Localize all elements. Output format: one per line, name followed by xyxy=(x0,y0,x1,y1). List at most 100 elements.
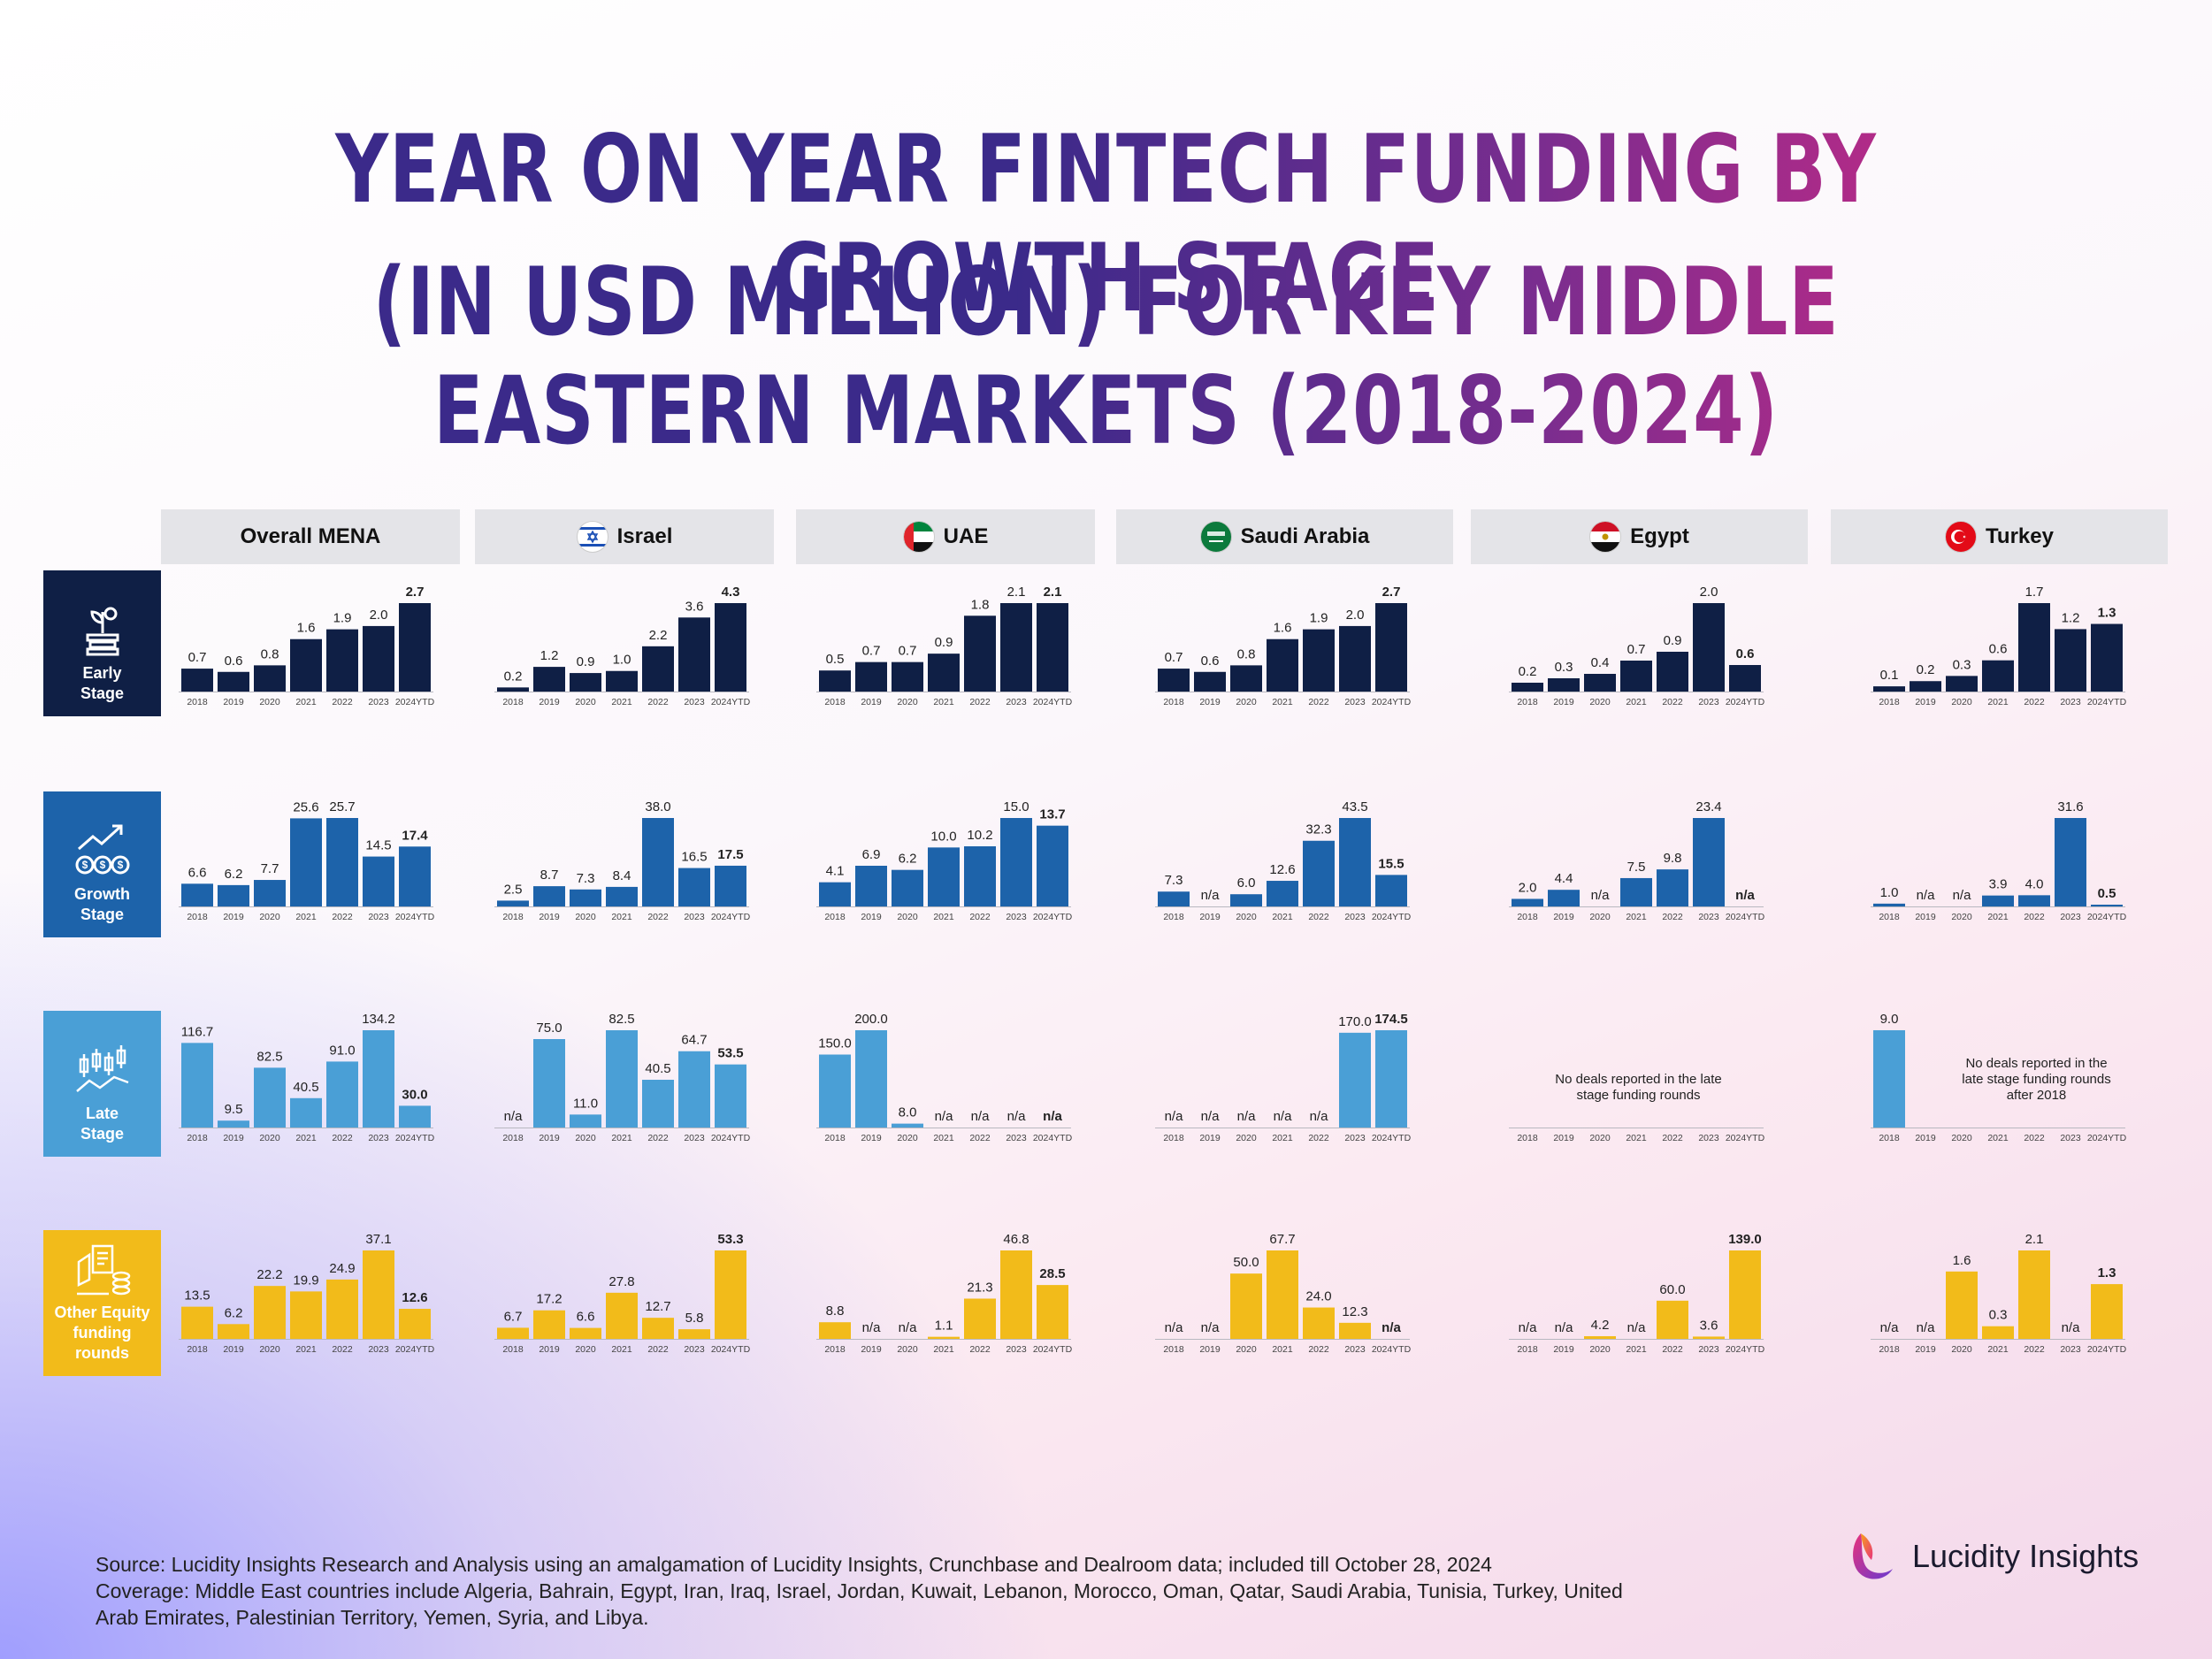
data-label: 23.4 xyxy=(1695,799,1721,814)
bar-2021 xyxy=(290,1097,322,1128)
tick-label: 2018 xyxy=(187,1344,208,1355)
data-label: 11.0 xyxy=(573,1096,598,1111)
tick-label: 2019 xyxy=(539,1344,560,1355)
data-label: 12.3 xyxy=(1342,1304,1367,1319)
data-label: 1.2 xyxy=(540,648,559,663)
data-label: n/a xyxy=(1201,888,1221,903)
bar-2018 xyxy=(819,882,851,906)
data-label: n/a xyxy=(971,1109,991,1124)
tick-label: 2018 xyxy=(1163,1133,1184,1143)
data-label: 82.5 xyxy=(608,1012,634,1027)
tick-label: 2024YTD xyxy=(1726,1133,1765,1143)
turkey-flag-icon xyxy=(1945,521,1978,553)
bar-2019 xyxy=(533,886,565,906)
tick-label: 2020 xyxy=(259,1133,280,1143)
tick-label: 2023 xyxy=(1698,697,1719,707)
data-label: 4.0 xyxy=(2025,876,2044,891)
bar-2023 xyxy=(678,617,710,692)
bar-2018 xyxy=(1158,891,1190,906)
bar-2019 xyxy=(1548,890,1580,906)
tick-label: 2024YTD xyxy=(711,1133,751,1143)
bar-2018 xyxy=(181,883,213,906)
data-label: 0.7 xyxy=(899,644,917,659)
tick-label: 2019 xyxy=(1553,912,1574,922)
bar-2023 xyxy=(678,868,710,906)
data-label: 53.5 xyxy=(717,1046,743,1061)
svg-text:$: $ xyxy=(99,859,105,871)
tick-label: 2021 xyxy=(295,1344,317,1355)
tick-label: 2020 xyxy=(259,697,280,707)
bar-2024YTD xyxy=(399,1309,431,1339)
data-label: 17.2 xyxy=(536,1292,562,1307)
data-label: n/a xyxy=(1310,1109,1329,1124)
data-label: 1.7 xyxy=(2025,585,2044,600)
tick-label: 2021 xyxy=(933,1133,954,1143)
data-label: 50.0 xyxy=(1233,1255,1259,1270)
data-label: 9.5 xyxy=(225,1102,243,1117)
no-deals-note: after 2018 xyxy=(2007,1088,2067,1103)
bar-2024YTD xyxy=(715,1064,746,1128)
tick-label: 2023 xyxy=(1344,697,1366,707)
tick-label: 2022 xyxy=(969,1133,991,1143)
tick-label: 2019 xyxy=(223,912,244,922)
bar-2023 xyxy=(2055,629,2086,692)
tick-label: 2023 xyxy=(2060,697,2081,707)
bar-2024YTD xyxy=(1037,603,1068,692)
data-label: 8.4 xyxy=(613,868,631,883)
bar-2024YTD xyxy=(399,603,431,692)
bar-2020 xyxy=(570,1114,601,1128)
data-label: 2.7 xyxy=(1382,585,1401,600)
data-label: 6.9 xyxy=(862,847,881,862)
bar-2023 xyxy=(363,1030,394,1128)
data-label: 2.5 xyxy=(504,882,523,897)
bar-2022 xyxy=(964,615,996,692)
bar-2021 xyxy=(606,1030,638,1128)
data-label: 0.5 xyxy=(826,652,845,667)
data-label: 5.8 xyxy=(685,1311,704,1326)
data-label: 46.8 xyxy=(1003,1232,1029,1247)
data-label: 64.7 xyxy=(681,1033,707,1048)
bar-2021 xyxy=(290,638,322,692)
bar-2024YTD xyxy=(1375,875,1407,906)
egypt-flag-icon xyxy=(1589,521,1622,553)
data-label: n/a xyxy=(862,1320,882,1335)
bar-2023 xyxy=(678,1051,710,1128)
bar-2020 xyxy=(1584,1335,1616,1339)
bar-2018 xyxy=(181,1306,213,1339)
data-label: 25.6 xyxy=(293,799,318,814)
tick-label: 2023 xyxy=(1344,1133,1366,1143)
data-label: 200.0 xyxy=(854,1012,888,1027)
bar-2021 xyxy=(928,654,960,692)
tick-label: 2018 xyxy=(1879,912,1900,922)
tick-label: 2023 xyxy=(1006,1133,1027,1143)
data-label: 0.3 xyxy=(1555,660,1573,675)
tick-label: 2018 xyxy=(1163,912,1184,922)
data-label: 0.7 xyxy=(1165,650,1183,665)
bar-2020 xyxy=(570,889,601,906)
bar-2018 xyxy=(819,1322,851,1339)
bar-2018 xyxy=(1873,686,1905,692)
bar-2021 xyxy=(1267,1250,1298,1339)
data-label: 10.2 xyxy=(967,828,992,843)
data-label: 22.2 xyxy=(256,1267,282,1282)
tick-label: 2024YTD xyxy=(2087,912,2127,922)
tick-label: 2023 xyxy=(1006,912,1027,922)
column-label: Egypt xyxy=(1630,524,1689,548)
tick-label: 2022 xyxy=(1662,1133,1683,1143)
bar-2021 xyxy=(1267,638,1298,692)
data-label: 1.9 xyxy=(333,611,352,626)
bar-2019 xyxy=(855,866,887,906)
data-label: 0.1 xyxy=(1880,668,1899,683)
data-label: 60.0 xyxy=(1659,1282,1685,1297)
tick-label: 2023 xyxy=(684,912,705,922)
no-deals-note: No deals reported in the late xyxy=(1555,1072,1721,1087)
bar-2022 xyxy=(964,846,996,906)
bar-2022 xyxy=(642,1318,674,1339)
tick-label: 2021 xyxy=(1626,1133,1647,1143)
column-header-overall-mena: Overall MENA xyxy=(161,509,460,564)
bar-2023 xyxy=(2055,818,2086,906)
bar-2022 xyxy=(642,1080,674,1128)
bar-2019 xyxy=(855,1030,887,1128)
no-deals-note: late stage funding rounds xyxy=(1962,1072,2110,1087)
tick-label: 2019 xyxy=(1553,1344,1574,1355)
